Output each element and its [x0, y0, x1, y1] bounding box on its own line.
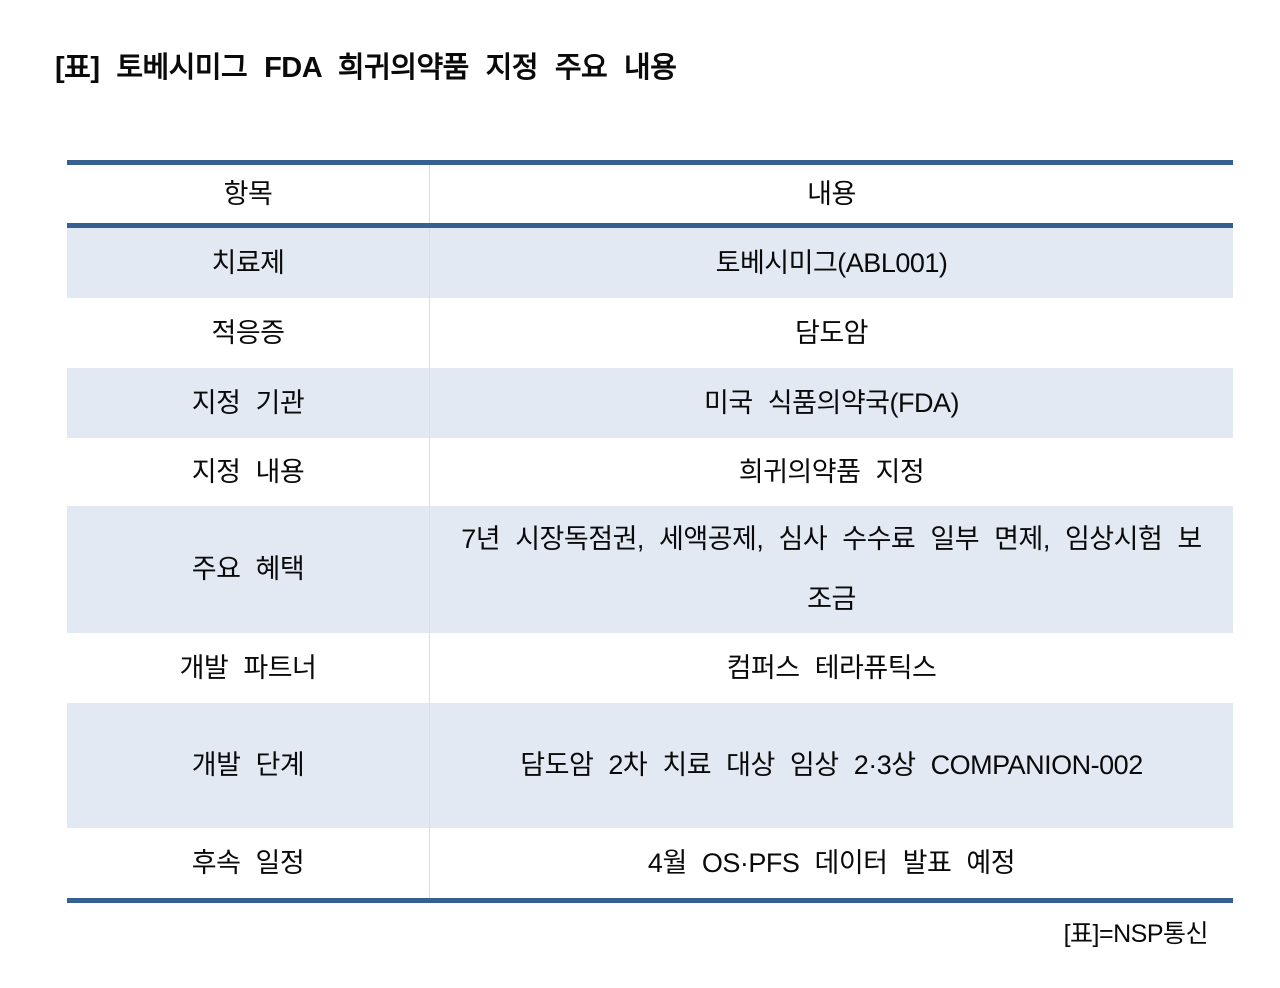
row-label: 개발 파트너 [67, 633, 430, 703]
table-row-treatment: 치료제 토베시미그(ABL001) [67, 228, 1233, 298]
row-value: 7년 시장독점권, 세액공제, 심사 수수료 일부 면제, 임상시험 보조금 [461, 524, 1202, 614]
page-title: [표] 토베시미그 FDA 희귀의약품 지정 주요 내용 [55, 52, 677, 84]
row-label: 후속 일정 [67, 828, 430, 898]
row-label: 지정 기관 [67, 368, 430, 438]
row-label: 적응증 [67, 298, 430, 368]
row-value: 희귀의약품 지정 [738, 456, 925, 487]
table-row-benefits: 주요 혜택 7년 시장독점권, 세액공제, 심사 수수료 일부 면제, 임상시험… [67, 506, 1233, 633]
table-row-indication: 적응증 담도암 [67, 298, 1233, 368]
row-value: 담도암 [794, 317, 869, 348]
row-label: 개발 단계 [67, 703, 430, 828]
row-value: 담도암 2차 치료 대상 임상 2·3상 COMPANION-002 [520, 750, 1143, 781]
row-value: 4월 OS·PFS 데이터 발표 예정 [647, 847, 1016, 878]
row-value: 토베시미그(ABL001) [715, 247, 948, 278]
row-value: 컴퍼스 테라퓨틱스 [726, 652, 937, 683]
table-credit: [표]=NSP통신 [1063, 920, 1209, 948]
table-row-designation: 지정 내용 희귀의약품 지정 [67, 438, 1233, 506]
column-header-content: 내용 [807, 178, 856, 209]
table-row-partner: 개발 파트너 컴퍼스 테라퓨틱스 [67, 633, 1233, 703]
row-label: 주요 혜택 [67, 506, 430, 633]
table-body: 치료제 토베시미그(ABL001) 적응증 담도암 지정 기관 미국 식품의약국… [67, 228, 1233, 898]
table-row-stage: 개발 단계 담도암 2차 치료 대상 임상 2·3상 COMPANION-002 [67, 703, 1233, 828]
data-table: 항목 내용 치료제 토베시미그(ABL001) 적응증 담도암 지정 기관 미국… [67, 160, 1233, 903]
table-row-agency: 지정 기관 미국 식품의약국(FDA) [67, 368, 1233, 438]
table-row-schedule: 후속 일정 4월 OS·PFS 데이터 발표 예정 [67, 828, 1233, 898]
row-label: 치료제 [67, 228, 430, 298]
row-value: 미국 식품의약국(FDA) [704, 387, 959, 418]
column-header-item: 항목 [67, 165, 430, 223]
table-header-row: 항목 내용 [67, 165, 1233, 228]
row-label: 지정 내용 [67, 438, 430, 506]
